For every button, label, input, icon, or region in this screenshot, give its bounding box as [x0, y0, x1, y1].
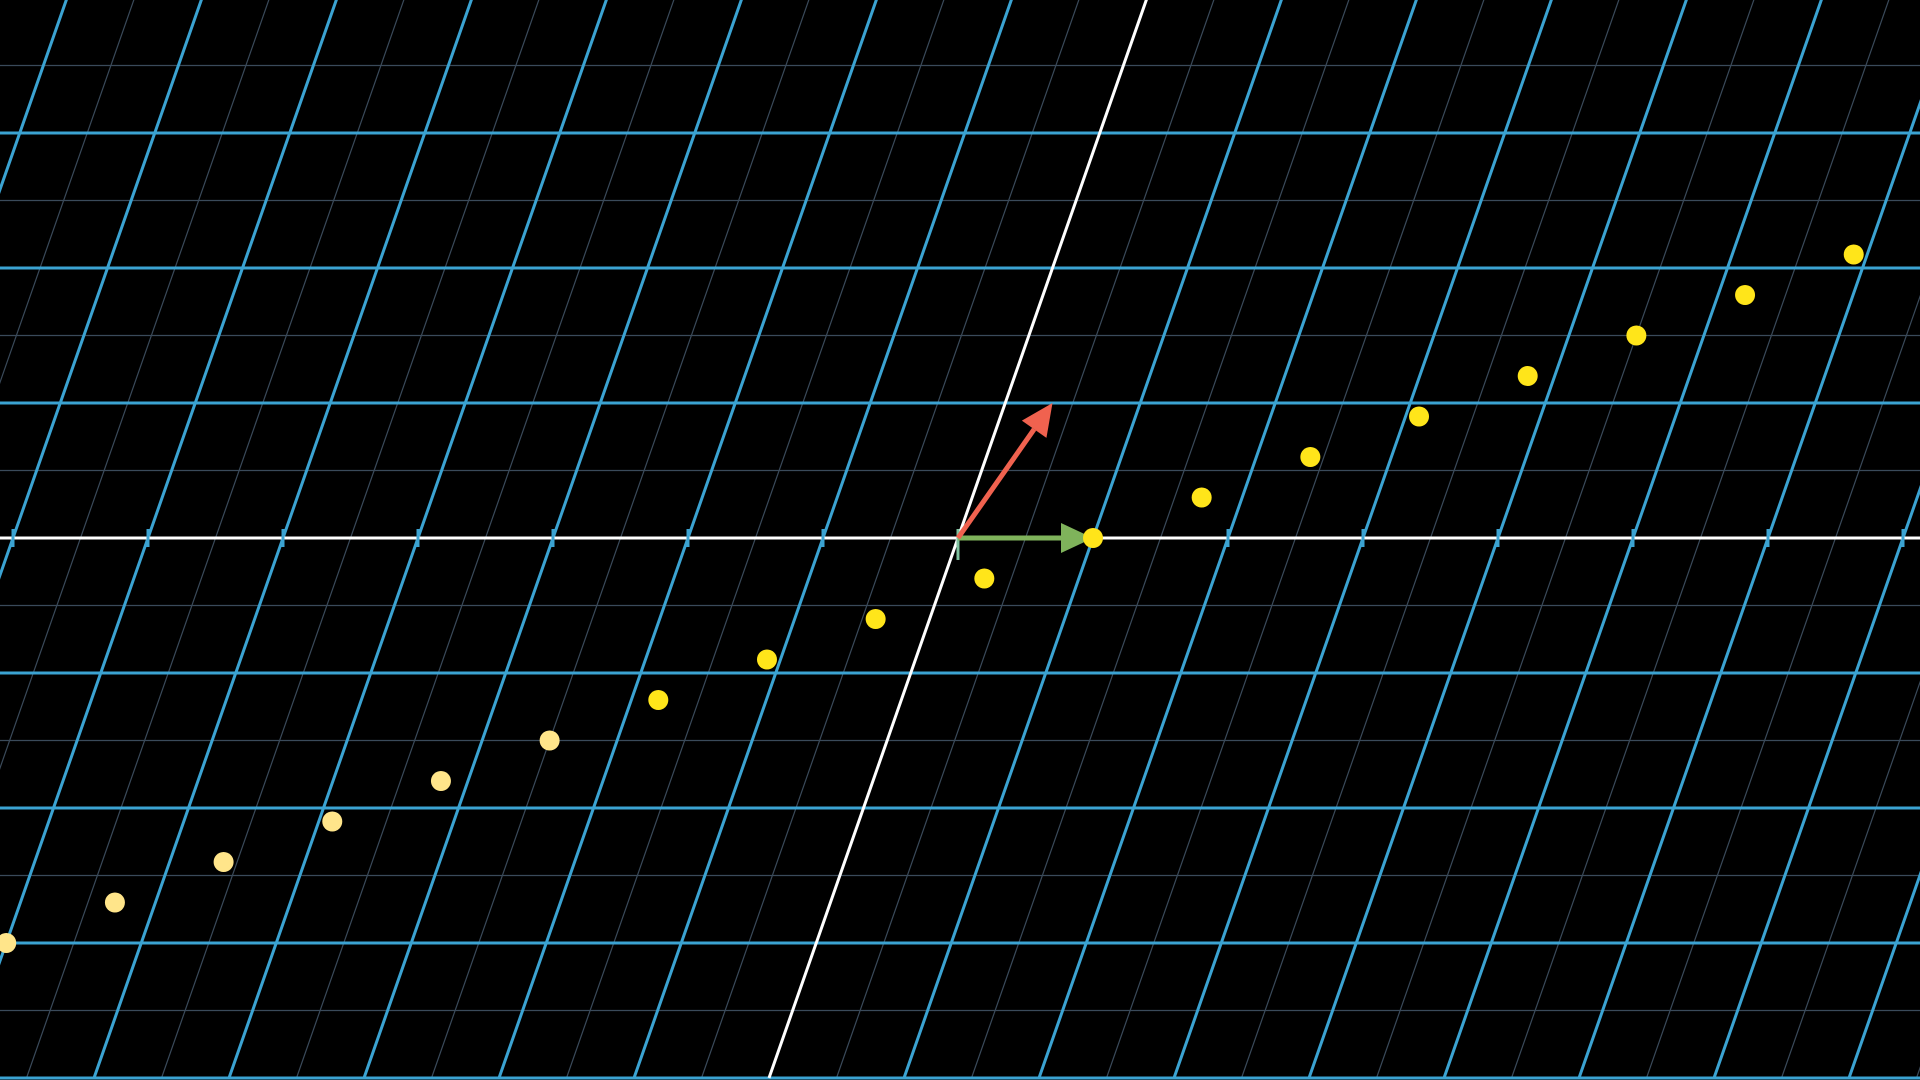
- data-point: [1083, 528, 1103, 548]
- data-point: [865, 609, 886, 629]
- data-point: [1409, 406, 1430, 427]
- data-point: [1300, 447, 1321, 467]
- data-point: [1517, 366, 1538, 386]
- data-point: [1843, 244, 1864, 265]
- j-hat-vector-shaft: [955, 427, 1037, 540]
- grid-line-vertical: [0, 0, 68, 194]
- data-point: [0, 933, 17, 953]
- data-point: [756, 649, 777, 670]
- data-points: [0, 244, 1864, 953]
- data-point: [322, 811, 343, 832]
- data-point: [1626, 325, 1647, 346]
- data-point: [974, 568, 995, 589]
- grid-line-minor-vertical: [0, 0, 135, 385]
- data-point: [104, 892, 125, 913]
- data-point: [1735, 285, 1756, 305]
- i-hat-vector-arrowhead: [1061, 523, 1093, 553]
- basis-vectors: [955, 403, 1093, 553]
- grid-line-minor-vertical: [1780, 680, 1920, 1079]
- data-point: [213, 852, 234, 872]
- grid-line-vertical: [1847, 870, 1920, 1079]
- j-hat-vector-arrowhead: [1021, 403, 1053, 438]
- data-point: [648, 690, 669, 710]
- data-point: [539, 730, 560, 751]
- data-point: [430, 771, 451, 791]
- data-point: [1191, 487, 1212, 508]
